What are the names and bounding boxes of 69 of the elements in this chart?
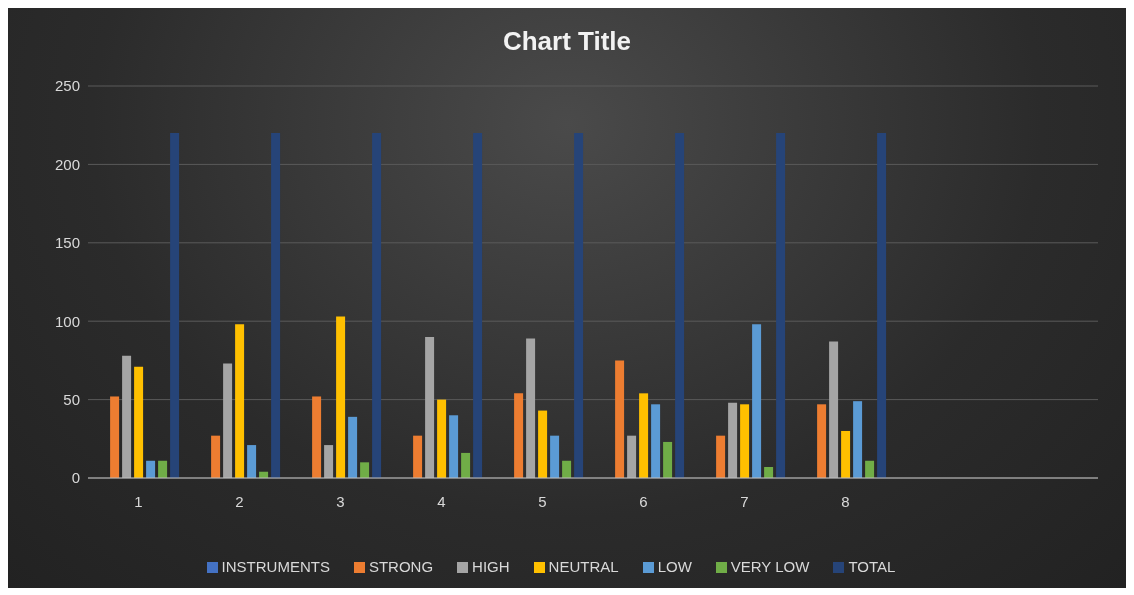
- bar: [247, 445, 257, 478]
- bar: [514, 393, 524, 478]
- x-tick-label: 3: [336, 492, 345, 510]
- bar: [122, 355, 132, 478]
- bar: [211, 435, 221, 478]
- chart-title: Chart Title: [501, 25, 633, 58]
- y-tick-label: 0: [71, 469, 80, 487]
- x-tick-label: 7: [740, 492, 749, 510]
- bar: [312, 396, 322, 478]
- bar: [877, 133, 887, 478]
- y-tick-label: 150: [54, 234, 80, 252]
- bar: [764, 467, 774, 478]
- bar: [146, 460, 156, 478]
- bar: [776, 133, 786, 478]
- x-tick-label: 6: [639, 492, 648, 510]
- bar: [170, 133, 180, 478]
- x-tick-label: 4: [437, 492, 446, 510]
- bar: [526, 338, 536, 478]
- bar: [550, 435, 560, 478]
- y-tick-label: 100: [54, 312, 80, 330]
- y-tick-label: 50: [63, 390, 80, 408]
- bar: [675, 133, 685, 478]
- bar: [271, 133, 281, 478]
- bar: [829, 341, 839, 478]
- bar: [574, 133, 584, 478]
- bar: [449, 415, 459, 478]
- bar: [841, 430, 851, 478]
- bar: [817, 404, 827, 478]
- legend-label: VERY LOW: [730, 558, 810, 575]
- bar: [223, 363, 233, 478]
- bar: [235, 324, 245, 478]
- bar: [752, 324, 762, 478]
- x-tick-label: 5: [538, 492, 547, 510]
- bar: [158, 460, 168, 478]
- bar: [562, 460, 572, 478]
- legend-label: NEUTRAL: [548, 558, 619, 575]
- legend-label: HIGH: [472, 558, 510, 575]
- legend-label: STRONG: [368, 558, 434, 575]
- bar: [627, 435, 637, 478]
- bar: [134, 366, 144, 478]
- bar: [425, 336, 435, 478]
- bar: [538, 410, 548, 478]
- x-tick-label: 2: [235, 492, 244, 510]
- bar: [740, 404, 750, 478]
- bar: [663, 441, 673, 478]
- bar: [853, 401, 863, 478]
- bar: [324, 445, 334, 478]
- bar: [437, 399, 447, 478]
- legend-label: LOW: [657, 558, 692, 575]
- bar: [728, 402, 738, 478]
- bar: [348, 416, 358, 478]
- x-tick-label: 1: [134, 492, 143, 510]
- y-tick-label: 200: [54, 155, 80, 173]
- bar: [473, 133, 483, 478]
- legend-label: INSTRUMENTS: [221, 558, 330, 575]
- legend-label: TOTAL: [848, 558, 896, 575]
- x-tick-label: 8: [841, 492, 850, 510]
- bar: [336, 316, 346, 478]
- bar: [615, 360, 625, 478]
- bar: [372, 133, 382, 478]
- bar: [360, 462, 370, 478]
- bar: [651, 404, 661, 478]
- bar: [865, 460, 875, 478]
- bar: [639, 393, 649, 478]
- bar: [716, 435, 726, 478]
- bar: [413, 435, 423, 478]
- bar: [461, 452, 471, 478]
- bar: [110, 396, 120, 478]
- y-tick-label: 250: [54, 77, 80, 95]
